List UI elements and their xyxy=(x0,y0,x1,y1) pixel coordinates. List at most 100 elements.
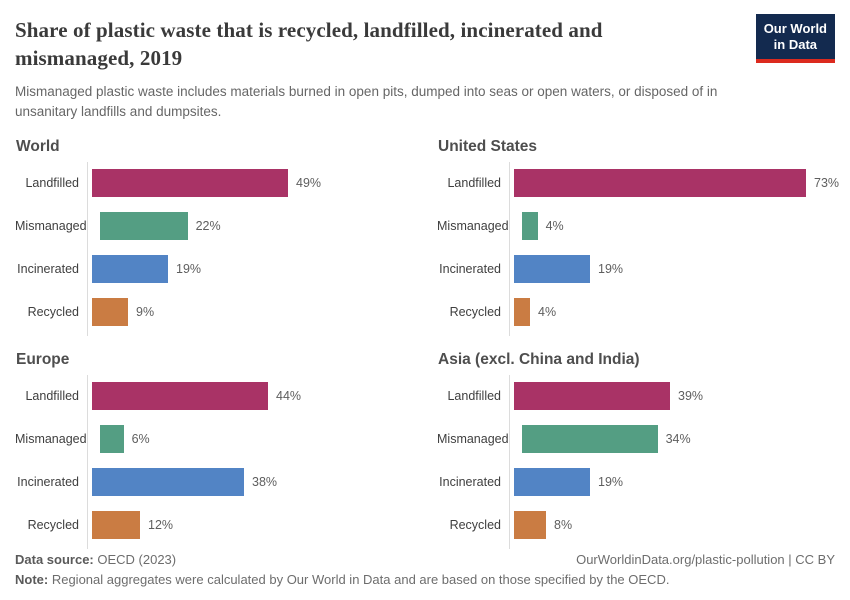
value-label: 4% xyxy=(538,305,557,320)
bar-recycled[interactable] xyxy=(92,298,128,327)
category-label: Mismanaged xyxy=(15,432,87,447)
bar-landfilled[interactable] xyxy=(92,382,268,411)
y-axis-line xyxy=(509,161,510,336)
value-label: 12% xyxy=(148,518,174,533)
bar-row: Recycled 12% xyxy=(15,504,413,547)
panel-title: United States xyxy=(438,137,538,155)
bar-mismanaged[interactable] xyxy=(521,212,538,241)
owid-logo-line1: Our World xyxy=(763,21,827,36)
category-label: Landfilled xyxy=(25,176,79,191)
owid-logo-line2: in Data xyxy=(773,37,818,53)
note-label: Note: xyxy=(15,572,49,587)
value-label: 44% xyxy=(276,389,302,404)
bar-zone: 8% xyxy=(514,511,835,540)
bar-row: Mismanaged 34% xyxy=(437,418,835,461)
footer-source-row: Data source: OECD (2023) OurWorldinData.… xyxy=(15,552,835,567)
bar-mismanaged[interactable] xyxy=(99,425,124,454)
value-label: 39% xyxy=(678,389,704,404)
bar-row: Mismanaged 22% xyxy=(15,205,413,248)
category-label: Incinerated xyxy=(439,262,501,277)
bar-incinerated[interactable] xyxy=(514,468,590,497)
panel-title: Asia (excl. China and India) xyxy=(438,350,640,368)
bar-rows: Landfilled 39% Mismanaged 34% Incinerated 19%… xyxy=(437,374,835,549)
bar-row: Incinerated 19% xyxy=(437,461,835,504)
bar-recycled[interactable] xyxy=(514,298,530,327)
bar-zone: 19% xyxy=(92,255,413,284)
category-label: Mismanaged xyxy=(15,219,87,234)
chart-subtitle: Mismanaged plastic waste includes materi… xyxy=(15,84,718,119)
bar-zone: 22% xyxy=(99,212,413,241)
panel-title: Europe xyxy=(16,350,70,368)
bar-zone: 6% xyxy=(99,425,413,454)
value-label: 4% xyxy=(545,219,564,234)
value-label: 9% xyxy=(136,305,155,320)
bar-row: Recycled 9% xyxy=(15,291,413,334)
bar-zone: 19% xyxy=(514,468,835,497)
bar-mismanaged[interactable] xyxy=(99,212,188,241)
chart-panel-1: United States Landfilled 73% Mismanaged 4% In… xyxy=(437,137,839,336)
bar-zone: 19% xyxy=(514,255,835,284)
y-axis-line xyxy=(87,374,88,549)
category-label: Mismanaged xyxy=(437,432,509,447)
chart-panel-3: Asia (excl. China and India) Landfilled 39… xyxy=(437,351,835,549)
bar-rows: Landfilled 44% Mismanaged 6% Incinerated 38% R… xyxy=(15,374,413,549)
license-link[interactable]: OurWorldinData.org/plastic-pollution | C… xyxy=(576,552,835,567)
bar-zone: 49% xyxy=(92,169,413,198)
bar-row: Landfilled 73% xyxy=(437,162,839,205)
footer-note-row: Note: Regional aggregates were calculate… xyxy=(15,572,835,587)
data-source-value: OECD (2023) xyxy=(93,552,177,567)
bar-landfilled[interactable] xyxy=(92,169,288,198)
bar-zone: 12% xyxy=(92,511,413,540)
bar-row: Mismanaged 4% xyxy=(437,205,835,248)
data-source-label: Data source: xyxy=(15,552,94,567)
chart-panel-0: World Landfilled 49% Mismanaged 22% Incinerat… xyxy=(15,138,413,336)
data-source: Data source: OECD (2023) xyxy=(15,552,176,567)
chart-footer: Data source: OECD (2023) OurWorldinData.… xyxy=(15,552,835,587)
category-label: Recycled xyxy=(449,518,501,533)
value-label: 34% xyxy=(665,432,691,447)
value-label: 19% xyxy=(598,262,624,277)
bar-row: Landfilled 39% xyxy=(437,375,835,418)
category-label: Recycled xyxy=(27,518,79,533)
y-axis-line xyxy=(509,374,510,549)
chart-grid: World Landfilled 49% Mismanaged 22% Incinerat… xyxy=(15,137,839,549)
value-label: 6% xyxy=(131,432,150,447)
category-label: Recycled xyxy=(27,305,79,320)
value-label: 22% xyxy=(195,219,221,234)
bar-zone: 38% xyxy=(92,468,413,497)
bar-incinerated[interactable] xyxy=(514,255,590,284)
y-axis-line xyxy=(87,161,88,336)
bar-row: Recycled 4% xyxy=(437,291,835,334)
category-label: Incinerated xyxy=(17,262,79,277)
bar-row: Landfilled 49% xyxy=(15,162,413,205)
bar-recycled[interactable] xyxy=(514,511,546,540)
bar-landfilled[interactable] xyxy=(514,382,670,411)
chart-header: Share of plastic waste that is recycled,… xyxy=(15,12,835,122)
bar-row: Incinerated 19% xyxy=(15,248,413,291)
bar-row: Incinerated 38% xyxy=(15,461,413,504)
bar-zone: 39% xyxy=(514,382,835,411)
bar-recycled[interactable] xyxy=(92,511,140,540)
bar-row: Landfilled 44% xyxy=(15,375,413,418)
bar-rows: Landfilled 49% Mismanaged 22% Incinerated 19%… xyxy=(15,161,413,336)
category-label: Mismanaged xyxy=(437,219,509,234)
bar-zone: 9% xyxy=(92,298,413,327)
bar-zone: 4% xyxy=(521,212,835,241)
page-title: Share of plastic waste that is recycled,… xyxy=(15,18,603,70)
bar-incinerated[interactable] xyxy=(92,255,168,284)
bar-zone: 44% xyxy=(92,382,413,411)
owid-logo[interactable]: Our World in Data xyxy=(755,14,835,63)
category-label: Landfilled xyxy=(447,389,501,404)
bar-incinerated[interactable] xyxy=(92,468,244,497)
bar-zone: 4% xyxy=(514,298,835,327)
value-label: 49% xyxy=(296,176,322,191)
bar-landfilled[interactable] xyxy=(514,169,806,198)
bar-mismanaged[interactable] xyxy=(521,425,658,454)
chart-panel-2: Europe Landfilled 44% Mismanaged 6% Incinerat… xyxy=(15,351,413,549)
category-label: Incinerated xyxy=(17,475,79,490)
bar-rows: Landfilled 73% Mismanaged 4% Incinerated 19% R… xyxy=(437,161,839,336)
bar-row: Mismanaged 6% xyxy=(15,418,413,461)
bar-row: Recycled 8% xyxy=(437,504,835,547)
value-label: 73% xyxy=(814,176,840,191)
